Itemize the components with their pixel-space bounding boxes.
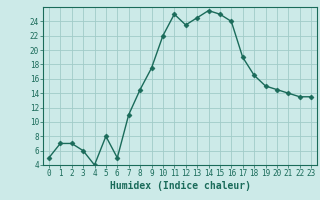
X-axis label: Humidex (Indice chaleur): Humidex (Indice chaleur) xyxy=(109,181,251,191)
